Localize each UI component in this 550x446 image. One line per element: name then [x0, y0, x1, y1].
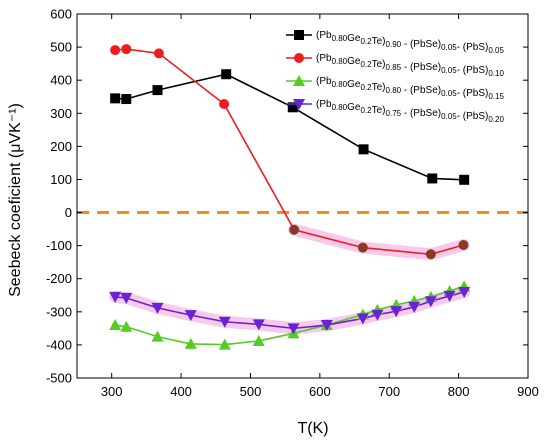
data-point-s4-6	[252, 319, 265, 331]
series-line-2	[115, 48, 464, 256]
series-markers-2	[110, 44, 469, 260]
legend-marker-3	[293, 75, 305, 86]
data-point-s4-10	[371, 309, 384, 321]
data-point-s4-8	[320, 320, 333, 332]
data-point-s3-1	[109, 319, 122, 331]
y-tick-label-8: 200	[50, 139, 72, 154]
series-2	[115, 48, 464, 256]
data-point-s4-9	[356, 313, 369, 325]
legend-item-1: (Pb0.80Ge0.2Te)0.90 - (PbSe)0.05- (PbS)0…	[286, 30, 504, 55]
data-point-s4-2	[120, 292, 133, 304]
y-tick-label-2: -400	[46, 337, 72, 352]
legend-item-2: (Pb0.80Ge0.2Te)0.85 - (PbSe)0.05- (PbS)0…	[286, 53, 504, 78]
data-point-s2-8	[458, 239, 469, 250]
data-point-s4-1	[109, 291, 122, 303]
legend-item-3: (Pb0.80Ge0.2Te)0.80 - (PbSe)0.05- (PbS)0…	[286, 75, 504, 101]
data-point-s2-4	[219, 99, 230, 110]
data-point-s1-5	[287, 102, 298, 113]
data-point-s4-5	[218, 316, 231, 328]
series-markers-1	[110, 69, 470, 185]
data-point-s1-3	[152, 85, 163, 96]
data-point-s3-6	[252, 334, 265, 346]
data-point-s4-12	[408, 301, 421, 313]
plot-frame	[76, 13, 529, 379]
data-point-s3-5	[218, 338, 231, 350]
legend: (Pb0.80Ge0.2Te)0.90 - (PbSe)0.05- (PbS)0…	[286, 30, 504, 124]
data-point-s1-2	[121, 94, 132, 105]
x-tick-label-5: 700	[378, 384, 400, 399]
x-tick-label-6: 800	[448, 384, 470, 399]
data-point-s1-1	[110, 93, 121, 104]
data-point-s3-3	[151, 330, 164, 342]
y-tick-label-3: -300	[46, 304, 72, 319]
legend-marker-1	[294, 30, 304, 40]
legend-label-1: (Pb0.80Ge0.2Te)0.90 - (PbSe)0.05- (PbS)0…	[316, 30, 504, 55]
x-tick-label-7: 900	[517, 384, 539, 399]
data-point-s4-13	[424, 296, 437, 308]
y-tick-label-1: -500	[46, 371, 72, 386]
y-tick-label-9: 300	[50, 106, 72, 121]
data-point-s4-4	[184, 310, 197, 322]
data-point-s1-4	[221, 69, 232, 80]
series-1	[115, 73, 465, 181]
data-point-s4-11	[390, 306, 403, 318]
data-point-s4-3	[151, 302, 164, 314]
data-point-s1-8	[459, 174, 470, 185]
y-tick-label-12: 600	[50, 7, 72, 22]
legend-item-4: (Pb0.80Ge0.2Te)0.75 - (PbSe)0.05- (PbS)0…	[286, 99, 504, 124]
data-point-s4-15	[458, 286, 471, 298]
legend-label-2: (Pb0.80Ge0.2Te)0.85 - (PbSe)0.05- (PbS)0…	[316, 53, 504, 78]
x-tick-label-1: 300	[101, 384, 123, 399]
y-tick-label-11: 500	[50, 40, 72, 55]
ticks-layer: 300 400 500 600 700 800 900 -500 -400 -300 -200 -10…	[46, 7, 539, 400]
legend-label-3: (Pb0.80Ge0.2Te)0.80 - (PbSe)0.05- (PbS)0…	[316, 76, 504, 101]
data-point-s2-7	[425, 249, 436, 260]
data-point-s4-7	[287, 323, 300, 335]
y-axis-title: Seebeck coeficient (μVK⁻¹)	[7, 103, 24, 297]
series-layer	[109, 44, 471, 350]
data-point-s2-6	[357, 242, 368, 253]
data-point-s1-6	[358, 144, 369, 155]
series-line-1	[115, 73, 465, 181]
x-tick-label-4: 600	[309, 384, 331, 399]
data-point-s2-1	[110, 45, 121, 56]
data-point-s4-14	[443, 290, 456, 302]
plot-frame-layer	[76, 13, 529, 379]
data-point-s3-4	[184, 337, 197, 349]
data-point-s3-2	[120, 320, 133, 332]
x-tick-label-3: 500	[240, 384, 262, 399]
highlight-band-layer	[109, 223, 471, 335]
y-tick-label-7: 100	[50, 172, 72, 187]
x-axis-title: T(K)	[297, 420, 328, 437]
x-tick-label-2: 400	[170, 384, 192, 399]
data-point-s2-3	[153, 48, 164, 59]
y-tick-label-5: -100	[46, 238, 72, 253]
y-tick-label-6: 0	[65, 205, 72, 220]
data-point-s2-2	[121, 44, 132, 55]
data-point-s2-5	[289, 224, 300, 235]
y-tick-label-4: -200	[46, 271, 72, 286]
legend-label-4: (Pb0.80Ge0.2Te)0.75 - (PbSe)0.05- (PbS)0…	[316, 99, 504, 124]
data-point-s1-7	[427, 173, 438, 184]
series-markers-4	[109, 286, 471, 335]
legend-marker-2	[294, 53, 304, 63]
y-tick-label-10: 400	[50, 73, 72, 88]
legend-marker-4	[293, 99, 305, 110]
highlight-band-series-2	[288, 223, 470, 261]
